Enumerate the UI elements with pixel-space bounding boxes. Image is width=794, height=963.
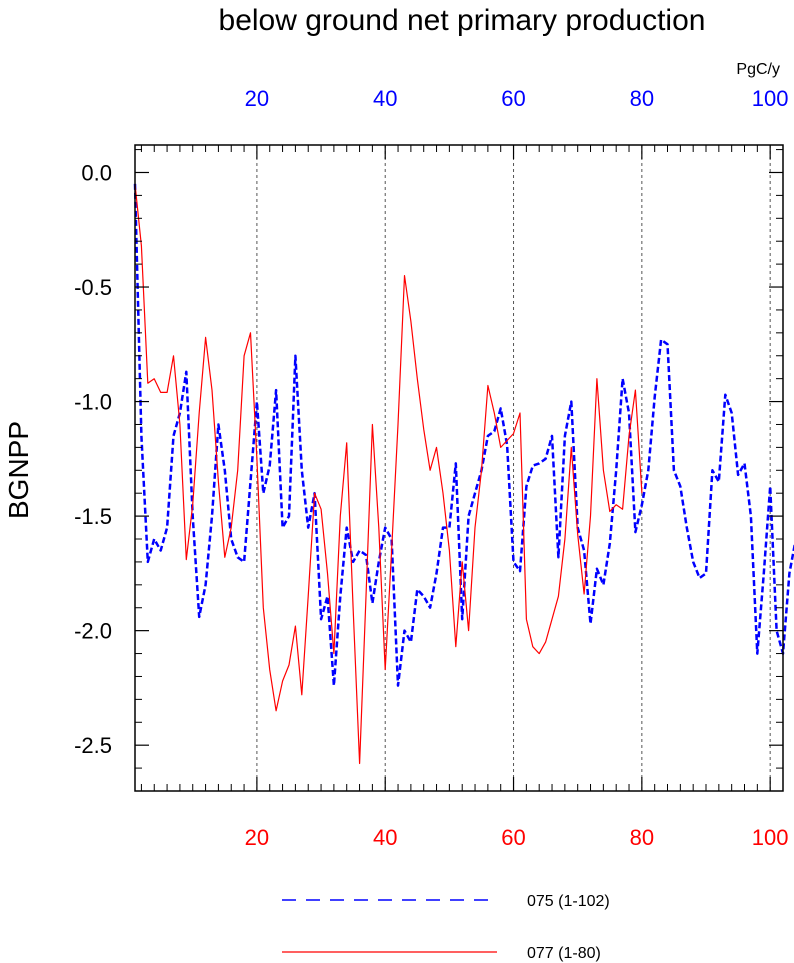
x-tick-label-bottom: 60 xyxy=(501,825,525,850)
x-tick-label-top: 100 xyxy=(752,86,789,111)
y-tick-label: -2.5 xyxy=(74,733,112,758)
x-tick-label-top: 40 xyxy=(373,86,397,111)
y-tick-label: -1.0 xyxy=(74,390,112,415)
x-tick-label-top: 60 xyxy=(501,86,525,111)
plot-frame xyxy=(134,144,784,792)
plot-lines xyxy=(133,183,794,765)
axis-tick-labels: 0.0 -0.5 -1.0 -1.5 -2.0 -2.5 20 20 40 40 60 60 80 80 1… xyxy=(74,86,788,850)
x-tick-label-bottom: 80 xyxy=(630,825,654,850)
x-tick-label-top: 20 xyxy=(245,86,269,111)
legend-label-1: 077 (1-80) xyxy=(527,945,601,962)
y-tick-label: -0.5 xyxy=(74,275,112,300)
y-tick-label: -2.0 xyxy=(74,619,112,644)
y-tick-label: -1.5 xyxy=(74,504,112,529)
grid-lines xyxy=(256,145,771,791)
units-label: PgC/y xyxy=(736,61,780,78)
legend-label-0: 075 (1-102) xyxy=(527,893,610,910)
x-tick-label-top: 80 xyxy=(630,86,654,111)
series-line-1 xyxy=(134,183,643,765)
chart-title: below ground net primary production xyxy=(219,4,706,37)
series-line-0 xyxy=(133,183,794,687)
axis-ticks xyxy=(135,145,784,791)
y-axis-label: BGNPP xyxy=(3,421,34,519)
legend: 075 (1-102) 077 (1-80) xyxy=(282,893,610,962)
y-tick-label: 0.0 xyxy=(81,160,112,185)
x-tick-label-bottom: 40 xyxy=(373,825,397,850)
x-tick-label-bottom: 20 xyxy=(245,825,269,850)
x-tick-label-bottom: 100 xyxy=(752,825,789,850)
